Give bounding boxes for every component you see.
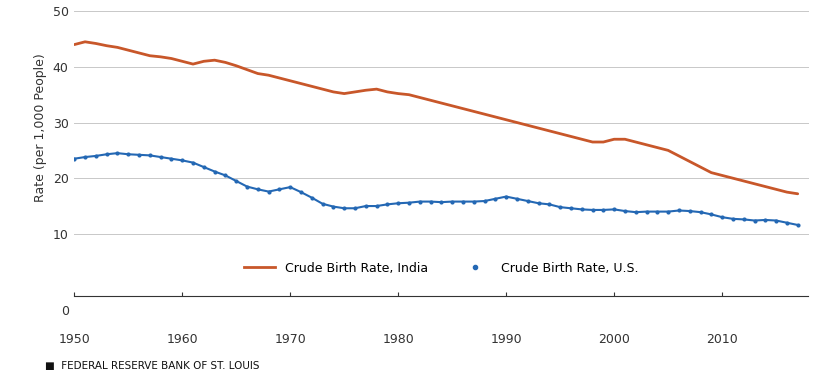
Crude Birth Rate, U.S. [728, 217, 738, 221]
Crude Birth Rate, India [490, 115, 500, 119]
Crude Birth Rate, U.S. [383, 202, 393, 207]
Crude Birth Rate, U.S. [112, 151, 122, 156]
Crude Birth Rate, India [69, 43, 79, 47]
Crude Birth Rate, U.S. [242, 184, 252, 189]
Crude Birth Rate, India [728, 176, 738, 181]
Crude Birth Rate, India [252, 71, 262, 76]
Crude Birth Rate, U.S. [793, 223, 803, 227]
Crude Birth Rate, U.S. [502, 194, 512, 199]
Crude Birth Rate, U.S. [69, 157, 79, 161]
Line: Crude Birth Rate, U.S.: Crude Birth Rate, U.S. [74, 153, 798, 225]
Crude Birth Rate, U.S. [490, 197, 500, 201]
Crude Birth Rate, India [80, 40, 90, 44]
Crude Birth Rate, India [502, 117, 512, 122]
Crude Birth Rate, India [242, 68, 252, 72]
Y-axis label: Rate (per 1,000 People): Rate (per 1,000 People) [34, 54, 47, 203]
Line: Crude Birth Rate, India: Crude Birth Rate, India [74, 42, 798, 194]
Crude Birth Rate, India [383, 90, 393, 94]
Crude Birth Rate, India [793, 192, 803, 196]
Text: ■  FEDERAL RESERVE BANK OF ST. LOUIS: ■ FEDERAL RESERVE BANK OF ST. LOUIS [45, 361, 260, 371]
Crude Birth Rate, U.S. [252, 187, 262, 192]
Legend: Crude Birth Rate, India, Crude Birth Rate, U.S.: Crude Birth Rate, India, Crude Birth Rat… [239, 257, 644, 280]
